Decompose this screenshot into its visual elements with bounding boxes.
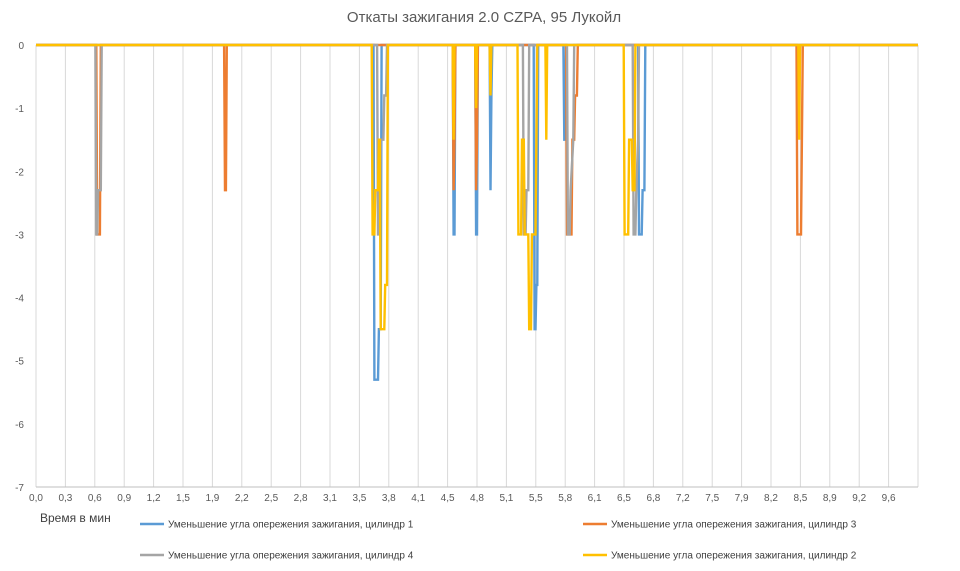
y-tick-label: -4: [15, 294, 24, 305]
legend-label: Уменьшение угла опережения зажигания, ци…: [611, 551, 857, 562]
y-tick-label: -1: [15, 104, 24, 115]
x-tick-label: 4,8: [470, 493, 484, 504]
x-tick-label: 3,8: [382, 493, 396, 504]
x-tick-label: 3,1: [323, 493, 337, 504]
x-tick-label: 8,2: [764, 493, 778, 504]
x-tick-label: 0,3: [58, 493, 72, 504]
y-tick-label: -5: [15, 357, 24, 368]
x-tick-label: 6,1: [588, 493, 602, 504]
x-tick-label: 6,8: [646, 493, 660, 504]
x-tick-label: 8,5: [793, 493, 807, 504]
x-axis-label: Время в мин: [40, 511, 111, 525]
x-tick-label: 0,6: [88, 493, 102, 504]
y-tick-label: 0: [18, 41, 24, 52]
x-tick-label: 5,1: [499, 493, 513, 504]
y-tick-label: -3: [15, 230, 24, 241]
grid-lines: [35, 45, 919, 487]
series-line-4: [36, 43, 918, 331]
x-tick-label: 5,5: [529, 493, 543, 504]
x-tick-label: 0,0: [29, 493, 43, 504]
x-tick-label: 3,5: [352, 493, 366, 504]
x-tick-label: 6,5: [617, 493, 631, 504]
x-tick-label: 7,9: [735, 493, 749, 504]
y-tick-label: -7: [15, 483, 24, 494]
x-tick-label: 1,9: [205, 493, 219, 504]
x-tick-label: 4,1: [411, 493, 425, 504]
y-tick-label: -2: [15, 167, 24, 178]
series-lines: [36, 43, 918, 381]
x-tick-label: 8,9: [823, 493, 837, 504]
x-tick-label: 2,8: [294, 493, 308, 504]
chart-title: Откаты зажигания 2.0 CZPA, 95 Лукойл: [347, 9, 621, 26]
x-tick-label: 9,6: [882, 493, 896, 504]
x-tick-label: 7,5: [705, 493, 719, 504]
x-tick-label: 1,5: [176, 493, 190, 504]
legend-label: Уменьшение угла опережения зажигания, ци…: [168, 551, 414, 562]
x-tick-label: 2,2: [235, 493, 249, 504]
x-tick-label: 1,2: [147, 493, 161, 504]
y-tick-label: -6: [15, 420, 24, 431]
legend-label: Уменьшение угла опережения зажигания, ци…: [611, 520, 857, 531]
legend-label: Уменьшение угла опережения зажигания, ци…: [168, 520, 414, 531]
x-tick-label: 5,8: [558, 493, 572, 504]
legend: Уменьшение угла опережения зажигания, ци…: [140, 520, 857, 562]
x-tick-label: 4,5: [441, 493, 455, 504]
x-tick-label: 9,2: [852, 493, 866, 504]
x-tick-label: 7,2: [676, 493, 690, 504]
x-tick-label: 2,5: [264, 493, 278, 504]
axes: 0,0 0,3 0,6 0,9 1,2 1,5 1,9 2,2 2,5 2,8 3,1 3,5 3,8 4…: [15, 41, 918, 504]
x-tick-label: 0,9: [117, 493, 131, 504]
